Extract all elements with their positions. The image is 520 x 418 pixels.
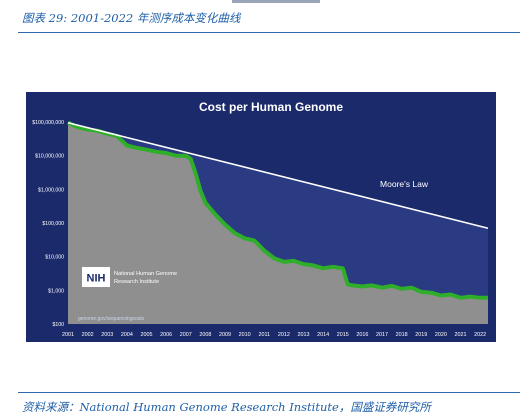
x-tick-label: 2013 — [298, 332, 310, 338]
caption-divider — [18, 32, 520, 33]
x-tick-label: 2010 — [239, 332, 251, 338]
x-tick-label: 2008 — [199, 332, 211, 338]
nih-badge-text: NIH — [87, 273, 106, 285]
x-tick-label: 2015 — [337, 332, 349, 338]
y-tick-label: $10,000,000 — [35, 154, 64, 160]
y-tick-label: $10,000 — [45, 255, 64, 261]
figure-caption: 图表 29: 2001-2022 年测序成本变化曲线 — [22, 11, 241, 25]
source-url: genome.gov/sequencingcosts — [78, 316, 145, 322]
moore-gap-area — [68, 122, 488, 298]
source-note: 资料来源：National Human Genome Research Inst… — [22, 400, 431, 414]
x-tick-label: 2020 — [435, 332, 447, 338]
y-tick-label: $1,000 — [48, 288, 64, 294]
cost-per-genome-chart: Cost per Human Genome $100,000,000 $10,00… — [26, 92, 496, 342]
x-tick-label: 2006 — [160, 332, 172, 338]
x-tick-label: 2001 — [62, 332, 74, 338]
x-tick-label: 2021 — [455, 332, 467, 338]
x-tick-label: 2018 — [396, 332, 408, 338]
top-cropped-strip — [232, 0, 320, 3]
cost-series-line — [67, 120, 488, 300]
moores-law-label: Moore's Law — [380, 179, 429, 189]
x-tick-label: 2011 — [258, 332, 270, 338]
x-tick-label: 2014 — [317, 332, 329, 338]
x-tick-label: 2002 — [82, 332, 94, 338]
y-tick-label: $100,000 — [42, 221, 64, 227]
nih-logo-line2: Research Institute — [114, 279, 159, 285]
nih-logo-line1: National Human Genome — [114, 271, 177, 277]
y-tick-label: $100 — [52, 322, 64, 328]
y-tick-label: $1,000,000 — [38, 187, 64, 193]
x-tick-label: 2012 — [278, 332, 290, 338]
nih-badge-box — [82, 267, 110, 287]
x-tick-label: 2009 — [219, 332, 231, 338]
x-tick-label: 2016 — [356, 332, 368, 338]
cost-area — [68, 122, 488, 324]
x-tick-label: 2005 — [141, 332, 153, 338]
x-tick-label: 2019 — [415, 332, 427, 338]
x-tick-label: 2007 — [180, 332, 192, 338]
source-divider — [18, 392, 520, 393]
moores-law-line — [67, 121, 489, 229]
y-tick-label: $100,000,000 — [32, 120, 64, 126]
x-tick-label: 2022 — [474, 332, 486, 338]
x-tick-label: 2003 — [101, 332, 113, 338]
nih-logo: NIH National Human Genome Research Insti… — [82, 267, 177, 287]
x-tick-label: 2017 — [376, 332, 388, 338]
chart-title: Cost per Human Genome — [199, 100, 343, 114]
x-tick-label: 2004 — [121, 332, 133, 338]
